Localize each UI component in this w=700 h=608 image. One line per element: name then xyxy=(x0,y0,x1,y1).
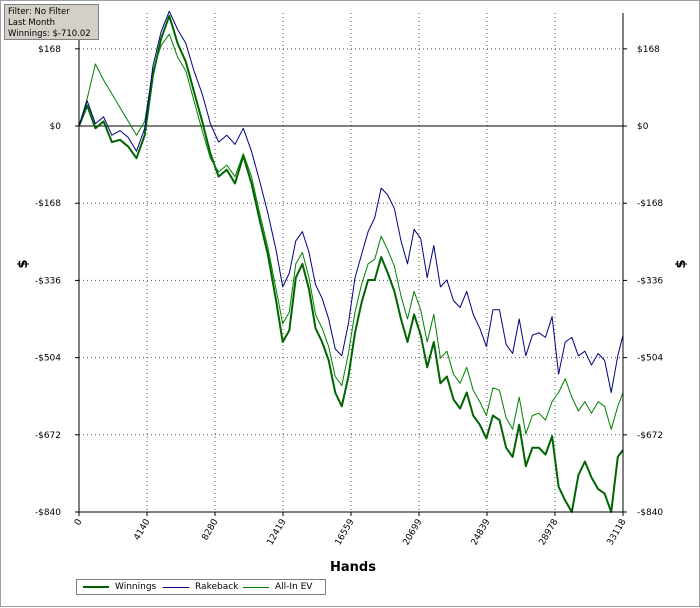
x-tick-label: 24839 xyxy=(470,517,493,547)
info-box: Filter: No Filter Last Month Winnings: $… xyxy=(4,4,99,40)
legend-swatch-winnings xyxy=(83,586,109,588)
legend-swatch-allin-ev xyxy=(243,586,269,588)
legend-item-rakeback: Rakeback xyxy=(163,580,238,594)
axes-layer xyxy=(75,13,627,516)
y-tick-labels-right: $168 $0 -$168 -$336 -$504 -$672 -$840 xyxy=(637,45,663,518)
series-line-rakeback xyxy=(78,10,624,393)
x-tick-label: 0 xyxy=(73,517,85,527)
legend-item-allin-ev: All-In EV xyxy=(243,580,312,594)
y-tick-label-right: $0 xyxy=(637,122,649,132)
x-tick-label: 33118 xyxy=(606,517,629,547)
x-tick-label: 8280 xyxy=(200,517,220,542)
x-tick-label: 28978 xyxy=(538,517,561,547)
series-layer xyxy=(78,10,624,513)
grid-layer xyxy=(79,13,623,512)
x-tick-labels: 0 4140 8280 12419 16559 20699 24839 28978 33118 xyxy=(73,517,629,547)
y-tick-label-right: -$672 xyxy=(637,431,663,441)
series-line-winnings xyxy=(78,14,624,513)
y-tick-label-left: -$672 xyxy=(35,431,61,441)
legend-label-winnings: Winnings xyxy=(115,582,157,592)
y-tick-label-right: -$504 xyxy=(637,354,663,364)
winnings-text: Winnings: $-710.02 xyxy=(8,29,91,39)
legend: Winnings Rakeback All-In EV xyxy=(76,579,326,595)
x-tick-label: 16559 xyxy=(334,517,357,547)
legend-swatch-rakeback xyxy=(163,586,189,588)
y-tick-label-right: $168 xyxy=(637,45,660,55)
y-tick-label-right: -$336 xyxy=(637,276,663,286)
y-tick-label-left: $168 xyxy=(38,45,61,55)
y-tick-label-right: -$840 xyxy=(637,508,663,518)
y-tick-label-left: -$336 xyxy=(35,276,61,286)
filter-text: Filter: No Filter xyxy=(8,7,70,17)
x-tick-label: 4140 xyxy=(132,517,152,542)
legend-item-winnings: Winnings xyxy=(83,580,156,594)
y-axis-title-left: $ xyxy=(16,259,31,268)
series-line-all-in-ev xyxy=(78,33,624,435)
legend-label-allin-ev: All-In EV xyxy=(275,582,313,592)
y-tick-label-left: $0 xyxy=(50,122,62,132)
y-tick-label-right: -$168 xyxy=(637,199,663,209)
x-axis-title: Hands xyxy=(330,560,376,575)
x-tick-label: 20699 xyxy=(402,517,425,547)
legend-label-rakeback: Rakeback xyxy=(195,582,239,592)
x-tick-label: 12419 xyxy=(266,517,289,547)
y-tick-label-left: -$168 xyxy=(35,199,61,209)
y-tick-label-left: -$840 xyxy=(35,508,61,518)
period-text: Last Month xyxy=(8,18,56,28)
y-axis-title-right: $ xyxy=(674,259,689,268)
y-tick-label-left: -$504 xyxy=(35,354,61,364)
y-tick-labels-left: $168 $0 -$168 -$336 -$504 -$672 -$840 xyxy=(35,45,61,518)
